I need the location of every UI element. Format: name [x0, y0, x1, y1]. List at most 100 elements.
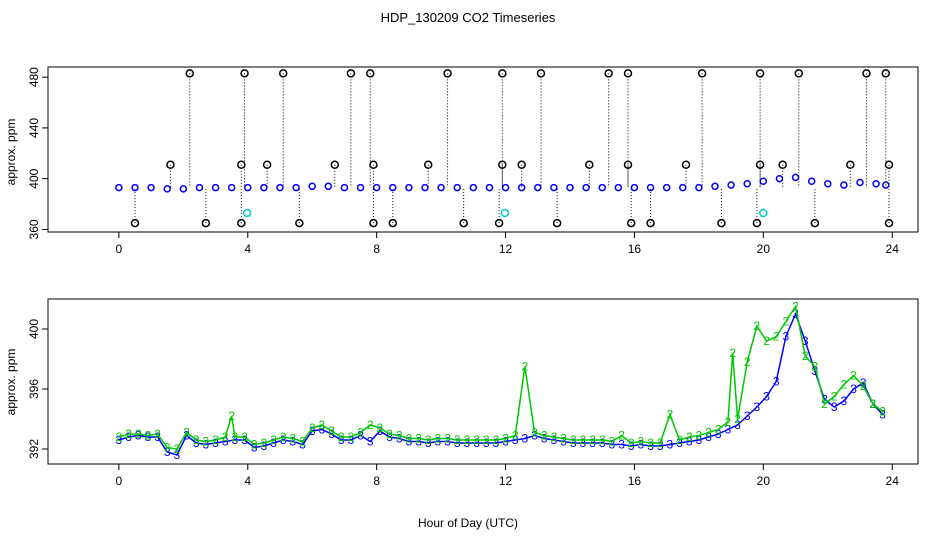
data-point-3: 3: [638, 438, 645, 452]
data-point-2: 2: [725, 415, 732, 429]
data-point-spikes_high: [697, 69, 707, 78]
data-point-2: 2: [773, 330, 780, 344]
data-point-2: 2: [715, 423, 722, 437]
data-point-spikes_high: [278, 69, 288, 78]
data-point-main: [791, 173, 800, 182]
data-point-3: 3: [667, 438, 674, 452]
top-x-tick-label: 16: [628, 242, 642, 256]
data-point-main: [405, 183, 413, 192]
data-point-2: 2: [396, 429, 403, 443]
data-point-spikes_low: [459, 218, 468, 228]
data-point-main: [566, 183, 574, 192]
data-point-2: 2: [860, 379, 867, 393]
data-point-3: 3: [580, 436, 587, 450]
data-point-spikes_high: [623, 69, 633, 78]
data-point-main: [807, 177, 816, 185]
data-point-2: 2: [812, 360, 819, 374]
data-point-2: 2: [377, 421, 384, 435]
data-point-2: 2: [299, 435, 306, 449]
data-point-3: 3: [599, 436, 606, 450]
top-panel: 0 4 8 12 16 20 24 360 400 440 480 approx. ppm: [4, 66, 919, 256]
data-point-main: [695, 183, 703, 192]
data-point-3: 3: [125, 430, 132, 444]
data-point-main: [389, 183, 397, 192]
data-point-spikes_low: [388, 218, 398, 228]
data-point-3: 3: [792, 307, 799, 321]
data-point-2: 2: [831, 390, 838, 404]
data-point-2: 2: [193, 433, 200, 447]
data-point-2: 2: [309, 421, 316, 435]
data-point-3: 3: [618, 438, 625, 452]
data-point-main: [437, 183, 445, 192]
data-point-2: 2: [541, 429, 548, 443]
data-point-2: 2: [415, 432, 422, 446]
top-x-tick-label: 0: [116, 242, 123, 256]
data-point-main: [662, 183, 671, 192]
data-point-main: [163, 185, 171, 193]
data-point-3: 3: [270, 436, 277, 450]
data-point-main: [195, 183, 204, 192]
top-data-marks: [115, 69, 894, 228]
series-line-2: [118, 304, 884, 450]
data-point-2: 2: [348, 430, 355, 444]
data-point-2: 2: [802, 349, 809, 363]
data-point-3: 3: [860, 376, 867, 390]
data-point-2: 2: [261, 436, 268, 450]
data-point-3: 3: [696, 433, 703, 447]
data-point-2: 2: [783, 315, 790, 329]
data-point-main: [292, 183, 300, 192]
data-point-3: 3: [802, 334, 809, 348]
data-point-spikes_high: [346, 69, 356, 78]
data-point-3: 3: [773, 375, 780, 389]
data-point-3: 3: [821, 393, 828, 407]
data-point-main: [372, 183, 381, 192]
data-point-main: [227, 183, 236, 192]
data-point-spikes_low: [810, 218, 820, 228]
top-y-tick-label: 440: [27, 118, 41, 138]
data-point-main: [517, 183, 526, 192]
data-point-3: 3: [560, 435, 567, 449]
data-point-spikes_low: [717, 218, 726, 228]
data-point-spikes_high: [443, 69, 452, 78]
data-point-spikes_mid: [623, 160, 633, 169]
data-point-spikes_high: [862, 69, 871, 78]
data-point-2: 2: [280, 430, 287, 444]
data-point-3: 3: [502, 435, 509, 449]
data-point-2: 2: [522, 360, 529, 374]
data-point-3: 3: [145, 430, 152, 444]
data-point-3: 3: [435, 435, 442, 449]
data-point-2: 2: [638, 435, 645, 449]
data-point-3: 3: [309, 424, 316, 438]
top-plot-frame: [47, 66, 919, 233]
data-point-3: 3: [357, 429, 364, 443]
bottom-data-marks: 3 3 3 3 33 333 3 3 3 3 33 3 3 3 3 33 3 3 3 3 3 33 3 3 3 3 3 3 3 3 3 3 3 3…: [116, 300, 887, 463]
data-point-2: 2: [570, 433, 577, 447]
data-point-2: 2: [203, 435, 210, 449]
top-y-tick-label: 400: [27, 168, 41, 188]
data-point-spikes_mid: [681, 160, 691, 169]
data-point-2: 2: [792, 300, 799, 314]
data-point-cyan_markers: [759, 208, 768, 218]
data-point-spikes_high: [604, 69, 613, 78]
data-point-3: 3: [212, 436, 219, 450]
data-point-cyan_markers: [500, 208, 510, 218]
data-point-main: [260, 183, 268, 192]
top-x-tick-label: 24: [886, 242, 900, 256]
data-point-2: 2: [686, 430, 693, 444]
bottom-y-axis: 392 396 400: [27, 319, 48, 459]
data-point-main: [711, 182, 719, 191]
data-point-3: 3: [676, 436, 683, 450]
data-point-3: 3: [841, 394, 848, 408]
data-point-spikes_low: [494, 218, 504, 228]
data-point-2: 2: [367, 418, 374, 432]
data-point-spikes_mid: [846, 160, 855, 169]
data-point-3: 3: [348, 433, 355, 447]
data-point-2: 2: [531, 426, 538, 440]
data-point-3: 3: [415, 435, 422, 449]
data-point-2: 2: [386, 427, 393, 441]
data-point-main: [856, 178, 864, 187]
data-point-main: [582, 183, 590, 192]
data-point-2: 2: [212, 433, 219, 447]
data-point-3: 3: [483, 436, 490, 450]
